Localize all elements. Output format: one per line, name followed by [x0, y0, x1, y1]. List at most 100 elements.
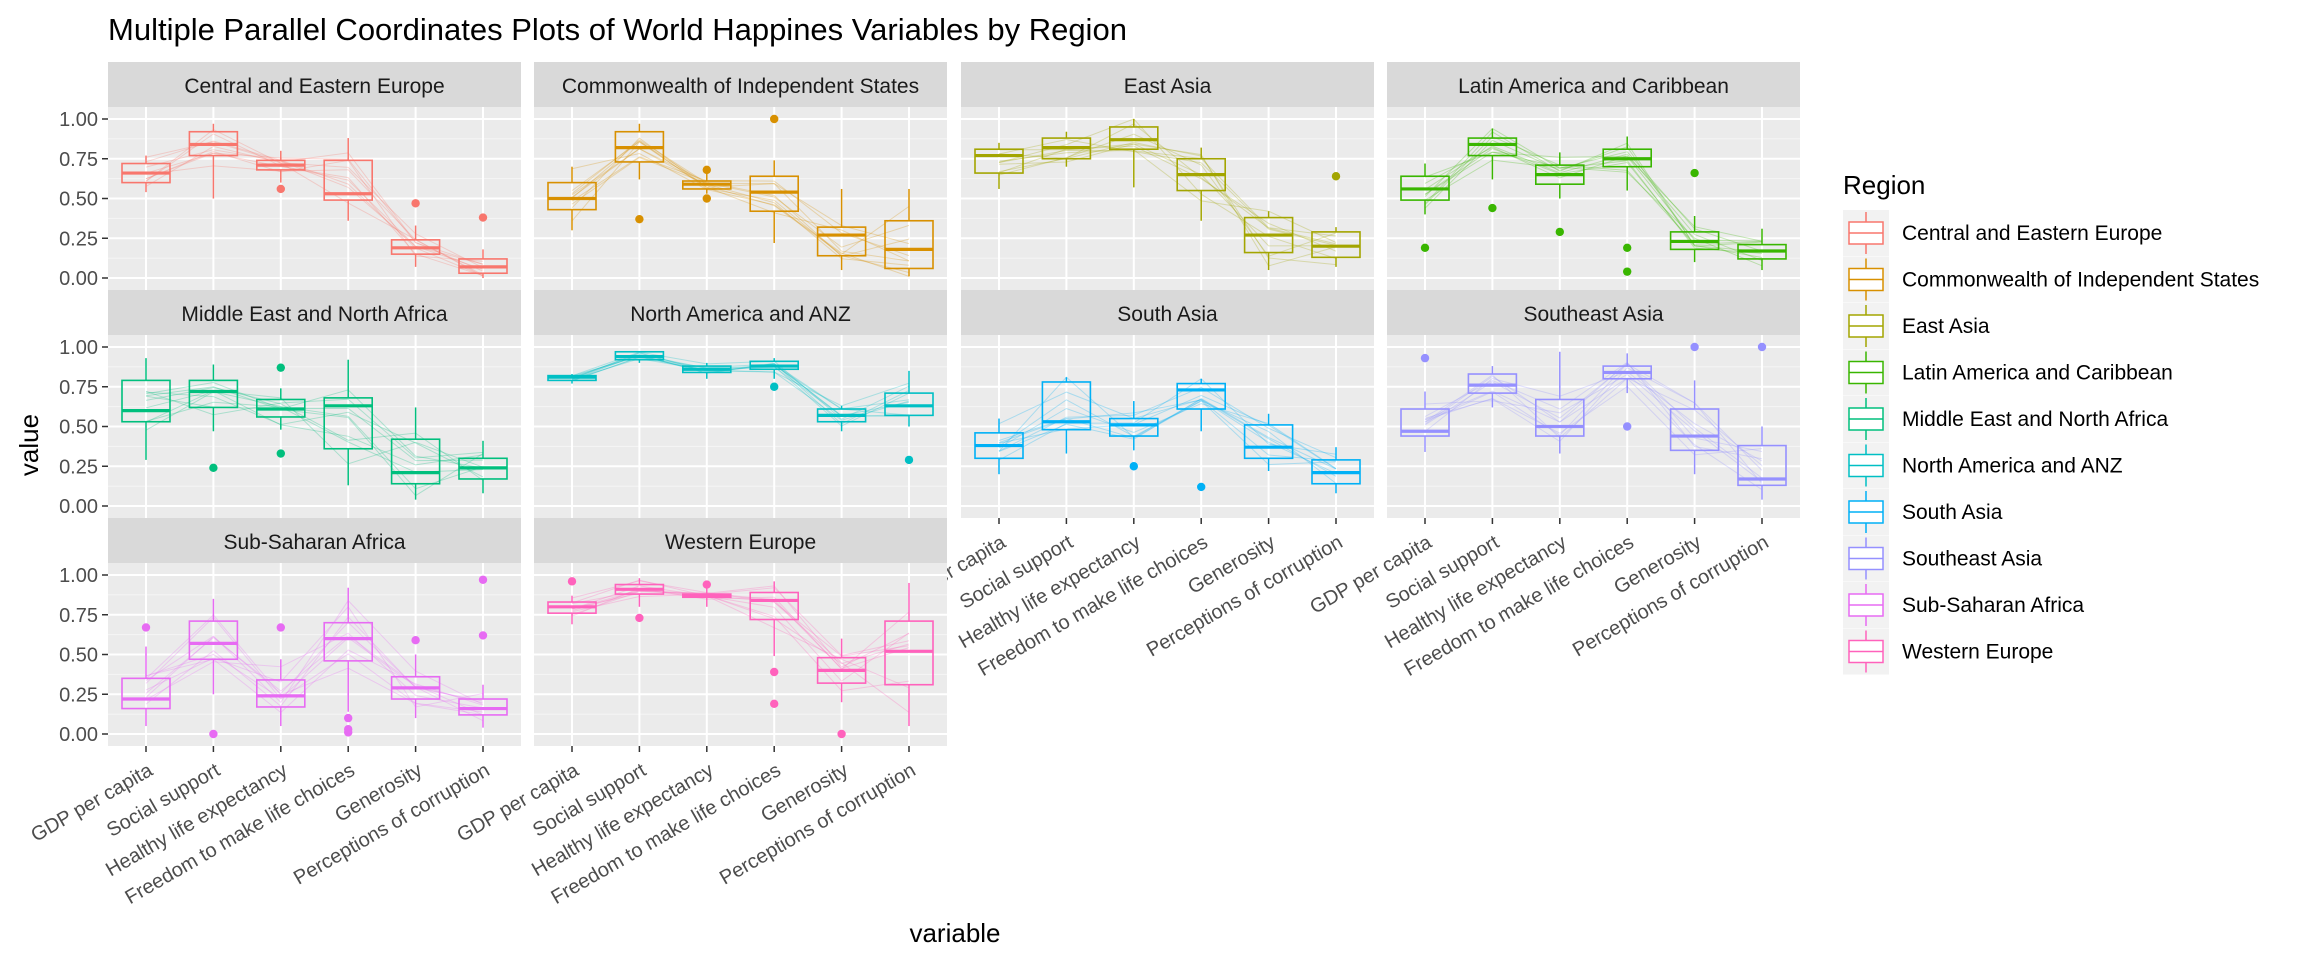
parallel-line [145, 129, 484, 277]
parallel-line [998, 398, 1337, 470]
parallel-line [571, 356, 910, 410]
facet-strip [534, 518, 947, 563]
box-iqr [188, 379, 239, 409]
facet-strip-label: Sub-Saharan Africa [223, 531, 405, 554]
box-iqr [121, 379, 171, 423]
box-iqr [1176, 382, 1226, 410]
legend-label: Latin America and Caribbean [1902, 362, 2173, 385]
box-iqr [1737, 444, 1787, 487]
legend-title: Region [1843, 170, 1925, 200]
box-outlier-point [478, 575, 488, 584]
parallel-line [571, 148, 910, 257]
box-outlier-point [411, 635, 420, 645]
parallel-line [998, 399, 1337, 484]
parallel-line [998, 376, 1337, 477]
box-iqr [547, 181, 597, 211]
box-iqr [1041, 381, 1092, 431]
parallel-line [1424, 146, 1763, 242]
parallel-line [145, 621, 484, 722]
parallel-line [145, 391, 484, 490]
y-tick-label: 0.00 [59, 724, 98, 746]
parallel-line [998, 149, 1337, 243]
parallel-line [145, 616, 484, 713]
parallel-line [145, 614, 484, 716]
x-axis-label: variable [909, 918, 1000, 948]
legend-label: Central and Eastern Europe [1902, 222, 2162, 245]
parallel-line [1424, 136, 1763, 245]
box-outlier-point [344, 713, 353, 723]
parallel-line [571, 585, 910, 668]
box-outlier-point [1129, 462, 1139, 471]
facet-strip-label: Commonwealth of Independent States [562, 75, 919, 98]
box-iqr [188, 620, 239, 661]
facet-strip-label: Middle East and North Africa [181, 303, 447, 326]
parallel-line [145, 390, 484, 459]
parallel-line [571, 590, 910, 670]
box-iqr [1243, 424, 1294, 460]
box-outlier-point [770, 667, 779, 677]
parallel-line [571, 587, 910, 670]
box-iqr [323, 159, 374, 201]
y-tick-label: 0.75 [59, 605, 98, 627]
parallel-line [145, 635, 484, 716]
parallel-line [145, 381, 484, 462]
parallel-line [999, 143, 1337, 247]
box-outlier-point [1488, 203, 1497, 213]
box-iqr [323, 621, 374, 662]
parallel-line [571, 156, 910, 262]
parallel-line [1424, 139, 1763, 253]
legend-label: Commonwealth of Independent States [1902, 269, 2259, 292]
box-iqr [884, 219, 934, 270]
box-outlier-point [904, 455, 914, 465]
box-outlier-point [702, 580, 711, 589]
box-outlier-point [1690, 342, 1699, 352]
parallel-line [998, 403, 1337, 470]
y-tick-label: 1.00 [59, 109, 98, 131]
box-iqr [390, 438, 441, 485]
box-outlier-point [567, 577, 577, 586]
parallel-line [998, 149, 1337, 237]
legend-label: North America and ANZ [1902, 455, 2123, 478]
parallel-line [998, 141, 1337, 266]
parallel-line [145, 605, 484, 708]
parallel-line [145, 386, 484, 497]
facet-strip [108, 62, 521, 107]
facet-strip [1387, 62, 1800, 107]
y-tick-label: 1.00 [59, 565, 98, 587]
box-outlier-point [1623, 422, 1632, 431]
y-tick-label: 0.50 [59, 645, 98, 667]
facet-strip [108, 290, 521, 335]
box-outlier-point [141, 623, 151, 632]
parallel-line [571, 156, 910, 257]
facet-strip-label: Western Europe [665, 531, 816, 554]
y-tick-label: 0.50 [59, 189, 98, 211]
box-outlier-point [702, 165, 711, 175]
box-outlier-point [1331, 172, 1341, 181]
facet-strip [961, 290, 1374, 335]
box-outlier-point [276, 184, 285, 194]
parallel-line [998, 138, 1337, 246]
parallel-line [1424, 373, 1763, 483]
parallel-line [145, 391, 484, 478]
facet-strip [1387, 290, 1800, 335]
box-outlier-point [344, 725, 353, 734]
y-tick-label: 0.75 [59, 377, 98, 399]
y-tick-label: 0.25 [59, 456, 98, 478]
y-tick-label: 0.00 [59, 268, 98, 290]
box-outlier-point [209, 463, 218, 473]
parallel-line [145, 390, 484, 466]
chart-title: Multiple Parallel Coordinates Plots of W… [108, 12, 1127, 47]
parallel-line [571, 358, 910, 407]
facet-strip [534, 290, 947, 335]
box-outlier-point [1623, 243, 1632, 252]
parallel-line [1424, 371, 1763, 462]
box-outlier-point [702, 194, 711, 203]
y-tick-label: 1.00 [59, 337, 98, 359]
box-outlier-point [411, 199, 420, 208]
parallel-line [571, 354, 910, 425]
parallel-line [571, 587, 910, 657]
box-outlier-point [770, 699, 779, 708]
box-outlier-point [1757, 342, 1767, 352]
parallel-line [998, 143, 1337, 267]
